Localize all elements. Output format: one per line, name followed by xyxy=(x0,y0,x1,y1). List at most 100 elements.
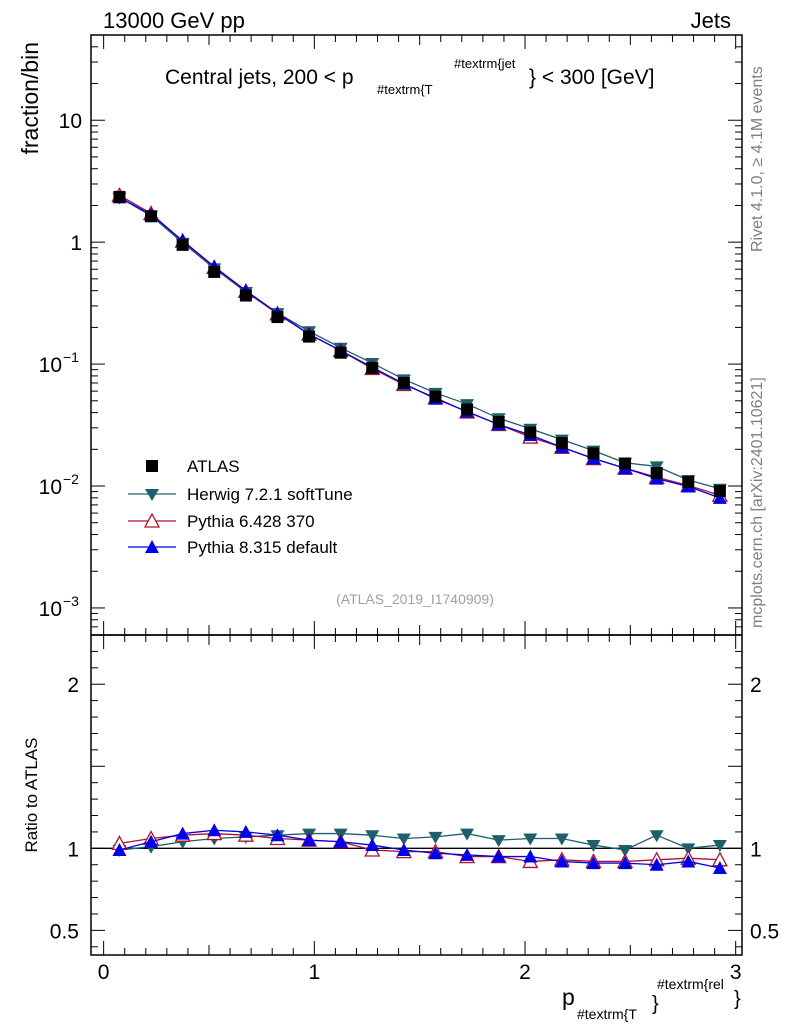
ratio-point-pythia8 xyxy=(238,824,253,838)
ratio-ytick-label-left: 2 xyxy=(67,674,79,697)
main-series xyxy=(111,186,728,504)
main-ytick-exponent: −1 xyxy=(63,349,79,365)
ratio-ytick-label-right: 0.5 xyxy=(750,920,779,943)
ratio-point-pythia8 xyxy=(175,826,190,840)
main-title-sup: #textrm{jet xyxy=(454,56,516,71)
ratio-point-herwig xyxy=(491,835,506,848)
ratio-ytick-label-right: 2 xyxy=(750,674,762,697)
main-ticks xyxy=(91,34,742,636)
legend-entry-herwig: Herwig 7.2.1 softTune xyxy=(128,485,353,504)
header-right: Jets xyxy=(691,8,731,33)
main-point-atlas xyxy=(271,311,284,324)
legend: ATLAS Herwig 7.2.1 softTune Pythia 6.428… xyxy=(128,457,353,557)
xlabel-tail: } xyxy=(734,988,741,1010)
ratio-point-herwig xyxy=(712,840,727,853)
ratio-point-pythia8 xyxy=(396,842,411,856)
main-point-atlas xyxy=(619,457,632,470)
main-point-atlas xyxy=(239,289,252,302)
ratio-point-pythia8 xyxy=(207,823,222,837)
ratio-point-pythia8 xyxy=(649,857,664,871)
main-point-atlas xyxy=(303,330,316,343)
ratio-point-herwig xyxy=(523,833,538,846)
legend-entry-atlas: ATLAS xyxy=(146,457,240,476)
ratio-line-pythia8 xyxy=(119,829,721,869)
rivet-version-label: Rivet 4.1.0, ≥ 4.1M events xyxy=(749,66,766,252)
ratio-ylabel: Ratio to ATLAS xyxy=(22,738,41,853)
ratio-ytick-label-left: 1 xyxy=(67,838,79,861)
main-point-atlas xyxy=(555,437,568,450)
main-ytick-exponent: −3 xyxy=(63,593,79,609)
ratio-point-herwig xyxy=(428,831,443,844)
ratio-point-herwig xyxy=(460,828,475,841)
main-point-atlas xyxy=(176,238,189,251)
main-point-atlas xyxy=(713,485,726,498)
main-point-atlas xyxy=(461,403,474,416)
ratio-xtick-label: 2 xyxy=(519,961,531,984)
legend-marker-pythia8 xyxy=(145,540,159,553)
ratio-point-herwig xyxy=(365,830,380,843)
main-line-herwig xyxy=(119,197,721,490)
xlabel-mid: } xyxy=(652,993,659,1015)
legend-entry-pythia6: Pythia 6.428 370 xyxy=(128,512,315,531)
xlabel-sub: #textrm{T xyxy=(577,1006,637,1022)
ratio-point-pythia8 xyxy=(681,854,696,868)
legend-label-pythia6: Pythia 6.428 370 xyxy=(187,512,315,531)
xlabel-main: p xyxy=(562,984,575,1010)
legend-marker-atlas xyxy=(146,460,158,472)
ratio-panel-frame xyxy=(90,634,743,956)
mcplots-label: mcplots.cern.ch [arXiv:2401.10621] xyxy=(749,377,766,628)
main-point-pythia8 xyxy=(712,490,727,504)
main-line-pythia6 xyxy=(119,194,721,496)
ratio-point-pythia8 xyxy=(333,834,348,848)
ratio-point-pythia8 xyxy=(428,846,443,860)
main-line-pythia8 xyxy=(119,196,721,499)
ratio-point-herwig xyxy=(649,830,664,843)
main-ytick-label: 1 xyxy=(70,232,82,255)
main-ytick-label: 10 xyxy=(39,354,62,377)
main-point-atlas xyxy=(113,190,126,203)
ratio-point-herwig xyxy=(396,833,411,846)
ratio-ticks xyxy=(91,635,742,955)
main-point-atlas xyxy=(429,390,442,403)
ratio-point-herwig xyxy=(681,843,696,856)
header-left: 13000 GeV pp xyxy=(103,8,245,33)
ratio-xtick-label: 1 xyxy=(308,961,320,984)
ratio-point-pythia8 xyxy=(554,854,569,868)
ratio-point-pythia8 xyxy=(365,838,380,852)
main-point-atlas xyxy=(587,447,600,460)
legend-marker-pythia6 xyxy=(143,512,161,528)
ratio-point-pythia8 xyxy=(586,856,601,870)
legend-marker-herwig xyxy=(145,489,159,501)
ratio-point-herwig xyxy=(586,840,601,853)
main-ytick-exponent: −2 xyxy=(63,471,79,487)
ratio-point-pythia8 xyxy=(112,842,127,856)
main-title-text: Central jets, 200 < p xyxy=(165,66,354,89)
analysis-id-label: (ATLAS_2019_I1740909) xyxy=(336,591,494,607)
main-point-atlas xyxy=(334,346,347,359)
legend-label-herwig: Herwig 7.2.1 softTune xyxy=(187,485,353,504)
legend-label-pythia8: Pythia 8.315 default xyxy=(187,538,338,557)
main-point-atlas xyxy=(492,415,505,428)
ratio-point-herwig xyxy=(618,844,633,857)
ratio-xtick-label: 0 xyxy=(98,961,110,984)
main-point-atlas xyxy=(208,265,221,278)
ratio-point-pythia8 xyxy=(712,861,727,875)
ratio-point-pythia8 xyxy=(144,834,159,848)
ratio-xtick-label: 3 xyxy=(730,961,742,984)
main-point-atlas xyxy=(397,376,410,389)
main-point-atlas xyxy=(650,466,663,479)
ratio-point-pythia8 xyxy=(302,833,317,847)
ratio-point-pythia8 xyxy=(618,856,633,870)
legend-label-atlas: ATLAS xyxy=(187,457,240,476)
main-title: Central jets, 200 < p #textrm{T #textrm{… xyxy=(165,56,655,97)
ratio-series xyxy=(111,823,728,875)
ratio-panel: 0.5 0.5 1 1 2 2 0 1 2 3 Ratio to ATLAS p #textrm… xyxy=(22,634,779,1022)
xaxis-label: p #textrm{T } #textrm{rel } xyxy=(562,976,741,1022)
ratio-ytick-labels: 0.5 0.5 1 1 2 2 xyxy=(50,674,779,943)
ratio-point-pythia8 xyxy=(460,847,475,861)
ratio-xtick-labels: 0 1 2 3 xyxy=(98,961,742,984)
ratio-point-pythia8 xyxy=(270,828,285,842)
